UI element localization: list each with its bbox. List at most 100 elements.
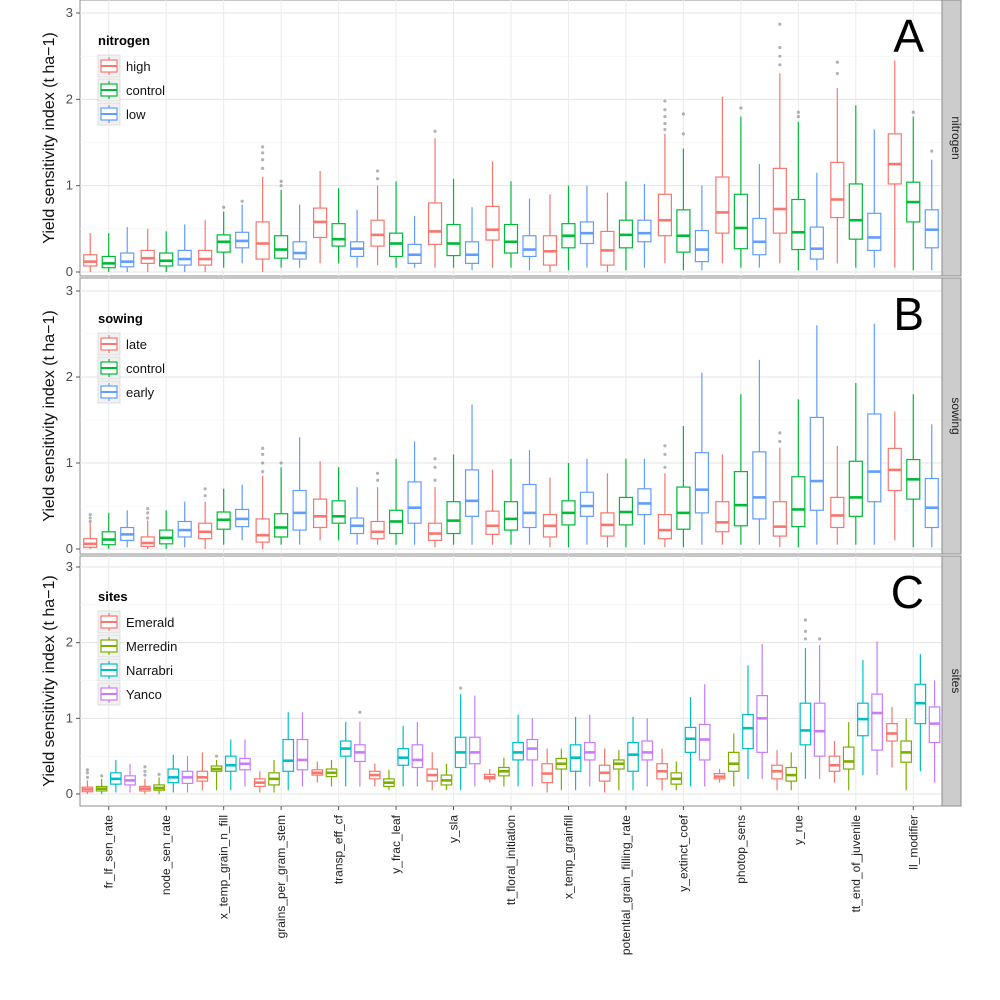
box-control-y_sla	[446, 454, 461, 545]
panel-letter: B	[893, 288, 924, 340]
box-late-y_extinct_coef	[657, 444, 673, 548]
legend-item-emerald: Emerald	[97, 610, 174, 634]
outlier-point	[433, 457, 437, 461]
x-axis: fr_lf_sen_rate node_sen_rate x_temp_grain_…	[102, 806, 920, 955]
legend-label: low	[126, 107, 146, 122]
box-control-tt_end_of_juvenile	[848, 105, 863, 268]
outlier-point	[930, 149, 934, 153]
legend-label: late	[126, 337, 147, 352]
box-control-photop_sens	[733, 394, 748, 545]
box-iqr	[331, 223, 346, 247]
box-iqr	[468, 736, 481, 765]
box-high-grains_per_gram_stem	[255, 145, 270, 272]
outlier-point	[261, 158, 265, 162]
box-emerald-x_temp_grainfill	[541, 748, 554, 793]
box-control-x_temp_grainfill	[561, 185, 576, 271]
outlier-point	[911, 110, 915, 114]
panel-a: 0 1 2 3 Yield sensitivity index (t ha−1) nitr…	[41, 0, 963, 279]
box-control-y_frac_leaf	[388, 458, 404, 545]
outlier-point	[375, 169, 380, 173]
box-yanco-x_temp_grain_n_fill	[239, 739, 251, 787]
y-tick-label: 0	[66, 541, 73, 556]
box-narrabri-y_rue	[799, 618, 812, 779]
legend-item-narrabri: Narrabri	[97, 658, 173, 682]
box-control-transp_eff_cf	[331, 467, 346, 541]
box-early-x_temp_grain_n_fill	[235, 484, 250, 541]
outlier-point	[261, 446, 265, 450]
outlier-point	[835, 60, 839, 64]
x-tick-label-node_sen_rate: node_sen_rate	[159, 815, 173, 895]
box-iqr	[411, 744, 424, 769]
x-tick-label-potential_grain_filling_rate: potential_grain_filling_rate	[619, 815, 633, 955]
box-high-y_frac_leaf	[370, 169, 385, 266]
box-emerald-grains_per_gram_stem	[253, 771, 266, 793]
y-tick-label: 3	[66, 5, 73, 20]
outlier-point	[279, 184, 283, 188]
outlier-point	[85, 775, 90, 779]
y-tick-label: 1	[66, 178, 73, 193]
x-tick-label-photop_sens: photop_sens	[734, 815, 748, 884]
box-iqr	[216, 234, 231, 253]
box-early-grains_per_gram_stem	[292, 437, 307, 545]
outlier-point	[803, 618, 808, 622]
panel-b: 0 1 2 3 Yield sensitivity index (t ha−1) sowi…	[41, 277, 963, 556]
box-narrabri-y_extinct_coef	[684, 697, 697, 787]
box-iqr	[627, 741, 639, 772]
box-iqr	[830, 161, 845, 219]
outlier-point	[279, 179, 283, 183]
box-control-y_extinct_coef	[676, 112, 691, 271]
y-tick-label: 3	[66, 283, 73, 298]
box-emerald-node_sen_rate	[139, 765, 151, 794]
box-early-y_rue	[809, 325, 824, 545]
legend-item-merredin: Merredin	[97, 634, 177, 658]
box-emerald-photop_sens	[713, 769, 726, 783]
box-late-y_frac_leaf	[370, 471, 385, 545]
outlier-point	[663, 121, 667, 126]
box-low-y_sla	[464, 207, 480, 271]
box-iqr	[698, 723, 711, 761]
box-iqr	[809, 226, 824, 260]
box-low-y_extinct_coef	[694, 185, 710, 271]
box-merredin-grains_per_gram_stem	[268, 759, 280, 793]
series-emerald	[81, 706, 898, 794]
outlier-point	[203, 487, 207, 491]
box-emerald-y_extinct_coef	[656, 748, 668, 791]
box-iqr	[772, 167, 787, 234]
box-merredin-x_temp_grain_n_fill	[210, 754, 223, 791]
box-late-ll_modifier	[887, 411, 902, 541]
outlier-point	[835, 71, 839, 76]
box-emerald-fr_lf_sen_rate	[81, 768, 94, 794]
box-yanco-node_sen_rate	[181, 756, 194, 793]
box-early-potential_grain_filling_rate	[637, 458, 652, 545]
x-tick-label-y_extinct_coef: y_extinct_coef	[676, 814, 690, 891]
y-tick-label: 0	[66, 786, 73, 801]
box-narrabri-tt_end_of_juvenile	[857, 660, 869, 776]
x-tick-label-ll_modifier: ll_modifier	[906, 815, 920, 870]
box-merredin-ll_modifier	[900, 718, 913, 791]
box-control-photop_sens	[733, 106, 748, 268]
panel-letter: C	[891, 566, 924, 618]
outlier-point	[796, 110, 800, 114]
box-merredin-y_frac_leaf	[383, 769, 395, 791]
outlier-point	[663, 452, 667, 456]
y-tick-label: 1	[66, 710, 73, 725]
box-high-tt_floral_initiation	[485, 161, 500, 268]
box-iqr	[799, 702, 812, 746]
legend-item-control: control	[97, 356, 165, 380]
box-control-y_sla	[446, 178, 461, 268]
legend: nitrogen high control low	[97, 33, 165, 126]
facet-strip-label: sites	[949, 669, 963, 694]
outlier-point	[663, 108, 667, 112]
series-low	[120, 129, 939, 272]
outlier-point	[375, 478, 380, 482]
outlier-point	[146, 516, 150, 520]
box-control-transp_eff_cf	[331, 188, 346, 264]
outlier-point	[279, 461, 283, 465]
series-control	[101, 105, 921, 272]
legend-label: control	[126, 83, 165, 98]
box-iqr	[924, 477, 939, 529]
box-iqr	[637, 488, 652, 516]
outlier-point	[663, 444, 667, 448]
box-iqr	[296, 738, 309, 771]
outlier-point	[261, 461, 265, 465]
